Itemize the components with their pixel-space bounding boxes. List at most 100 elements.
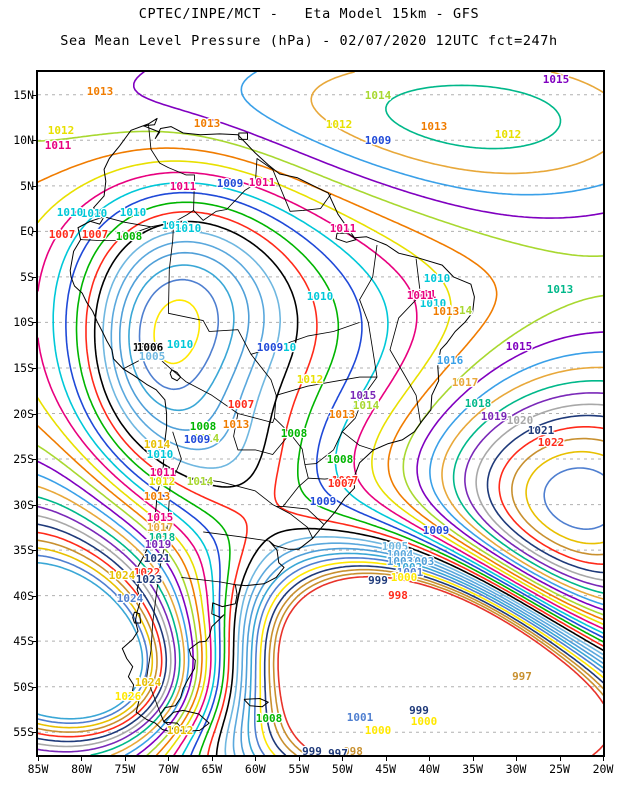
contour-label-1010: 1010 xyxy=(420,297,447,310)
contour-label-1005: 1005 xyxy=(139,350,166,363)
border-line xyxy=(276,376,377,396)
border-line xyxy=(185,476,277,507)
x-tickmark xyxy=(429,756,431,761)
contour-label-1013: 1013 xyxy=(87,85,114,98)
border-line xyxy=(171,369,275,424)
contour-label-1013: 1013 xyxy=(433,305,460,318)
border-line xyxy=(389,258,421,423)
x-tickmark xyxy=(516,756,518,761)
y-tick-10S: 10S xyxy=(13,315,34,330)
contour-label-1021: 1021 xyxy=(144,552,171,565)
border-line xyxy=(181,576,236,586)
y-tickmark xyxy=(32,686,37,688)
gridlines xyxy=(38,94,603,733)
border-line xyxy=(167,269,309,507)
contour-1017 xyxy=(441,366,603,600)
contour-label-1011: 1011 xyxy=(249,176,276,189)
border-line xyxy=(233,413,291,455)
border-line xyxy=(168,158,332,270)
contour-1021 xyxy=(486,414,603,574)
x-tick-25W: 25W xyxy=(549,762,570,776)
contour-1019 xyxy=(464,392,603,588)
contour-label-1010: 1010 xyxy=(175,222,202,235)
x-tick-80W: 80W xyxy=(71,762,92,776)
contour-label-1008: 1008 xyxy=(327,453,354,466)
contour-1016 xyxy=(38,474,190,755)
contour-label-1024: 1024 xyxy=(135,676,162,689)
x-tickmark xyxy=(298,756,300,761)
contour-label-1011: 1011 xyxy=(410,288,437,301)
contour-label-1009: 1009 xyxy=(423,524,450,537)
contour-label-1011: 1011 xyxy=(150,466,177,479)
contour-label-1007: 1007 xyxy=(228,398,255,411)
contour-label-1003: 1003 xyxy=(387,555,414,568)
x-tick-65W: 65W xyxy=(201,762,223,776)
y-tick-35S: 35S xyxy=(13,543,34,558)
contour-label-1000: 1000 xyxy=(411,715,438,728)
contour-label-997: 997 xyxy=(328,747,348,755)
contour-label-1011: 1011 xyxy=(170,180,197,193)
contour-label-1013: 1013 xyxy=(144,490,171,503)
contour-1022 xyxy=(38,531,163,738)
contour-label-998: 998 xyxy=(343,745,363,755)
x-tick-75W: 75W xyxy=(114,762,136,776)
contour-1020 xyxy=(38,515,172,748)
y-tick-15N: 15N xyxy=(13,87,34,102)
contour-1013 xyxy=(38,147,603,621)
border-line xyxy=(77,216,105,229)
contour-1002 xyxy=(128,264,235,412)
contour-label-1000: 1000 xyxy=(365,724,392,737)
contour-label-1008: 1008 xyxy=(281,427,308,440)
y-tickmark xyxy=(32,504,37,506)
contour-1009 xyxy=(65,191,603,755)
contour-label-1008: 1008 xyxy=(256,712,283,725)
y-tick-10N: 10N xyxy=(13,133,34,148)
contour-1025 xyxy=(38,554,149,724)
x-tick-45W: 45W xyxy=(375,762,397,776)
contour-label-1023: 1023 xyxy=(136,573,163,586)
contour-1015 xyxy=(416,331,603,611)
contour-label-1008: 1008 xyxy=(190,420,217,433)
contour-label-1014: 1014 xyxy=(144,438,171,451)
contour-label-1024: 1024 xyxy=(117,592,144,605)
contour-996 xyxy=(277,575,603,755)
contour-label-1014: 1014 xyxy=(365,89,392,102)
coastline xyxy=(238,132,248,140)
x-tick-85W: 85W xyxy=(27,762,49,776)
border-line xyxy=(146,431,182,715)
contour-label-1013: 1013 xyxy=(194,117,221,130)
contour-1004 xyxy=(232,542,603,755)
contour-1017 xyxy=(38,485,185,755)
contour-label-1014: 1014 xyxy=(446,304,473,317)
y-tickmark xyxy=(32,595,37,597)
contour-label-1002: 1002 xyxy=(396,561,423,574)
contour-label-1014: 1014 xyxy=(353,399,380,412)
contour-label-1010: 1010 xyxy=(167,338,194,351)
contour-label-999: 999 xyxy=(368,574,388,587)
contour-label-1008: 1008 xyxy=(116,230,143,243)
contour-label-1012: 1012 xyxy=(48,124,75,137)
contour-label-1006: 1006 xyxy=(137,341,164,354)
border-line xyxy=(341,431,374,451)
contour-label-1011: 1011 xyxy=(407,289,434,302)
contour-lines xyxy=(38,72,603,755)
contour-1010 xyxy=(52,181,603,755)
contour-label-1015: 1015 xyxy=(506,340,533,353)
contour-1008 xyxy=(75,201,603,755)
contour-1002 xyxy=(247,552,603,755)
y-tick-20S: 20S xyxy=(13,406,34,421)
contour-label-1017: 1017 xyxy=(147,521,174,534)
contour-1011 xyxy=(38,171,603,630)
contour-1018 xyxy=(452,380,603,594)
border-line xyxy=(308,475,355,480)
contour-label-1018: 1018 xyxy=(149,531,176,544)
contour-1015 xyxy=(38,460,194,755)
contour-label-1011: 1011 xyxy=(45,139,72,152)
contour-1023 xyxy=(511,437,603,556)
x-tickmark xyxy=(472,756,474,761)
contour-label-1009: 1009 xyxy=(365,134,392,147)
contour-label-999: 999 xyxy=(302,745,322,755)
contour-label-1007: 1007 xyxy=(82,228,109,241)
coastlines xyxy=(69,117,475,733)
